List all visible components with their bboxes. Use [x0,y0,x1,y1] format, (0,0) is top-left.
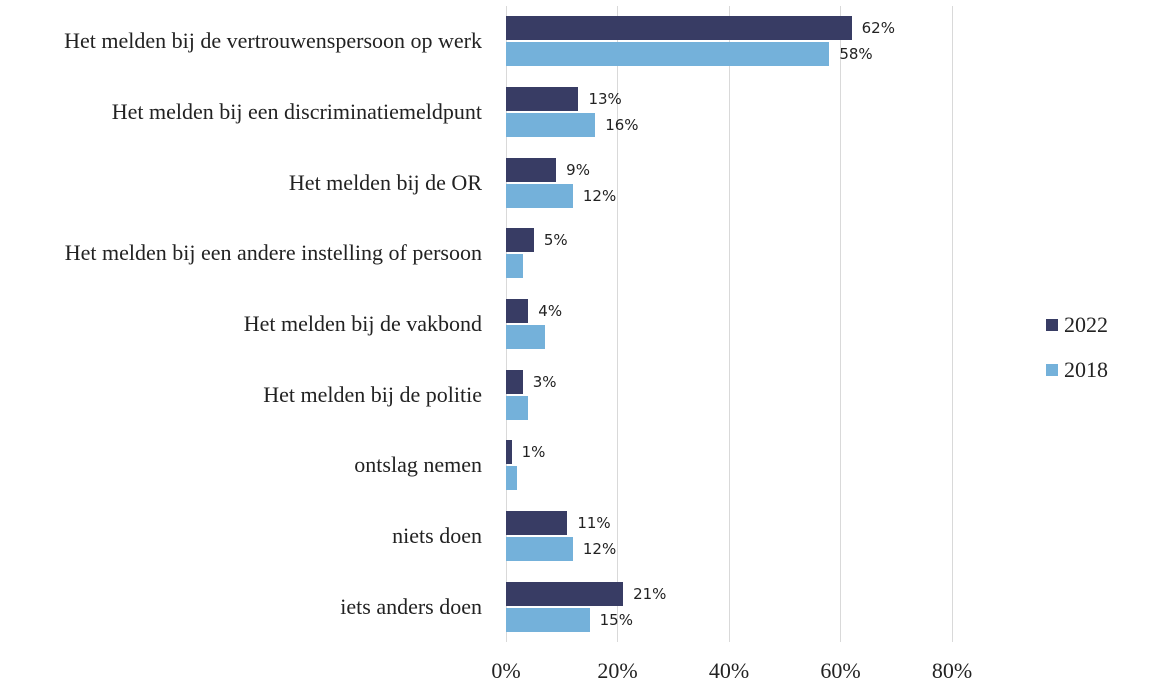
category-label: Het melden bij een andere instelling of … [64,240,482,266]
value-label: 12% [582,186,617,205]
x-tick-label: 40% [708,658,750,683]
grid-line [951,6,953,642]
category-label: Het melden bij de politie [263,381,482,407]
bar [506,607,590,632]
category-label: Het melden bij de vakbond [243,311,482,336]
bar [506,581,624,606]
value-label: 11% [577,514,611,532]
bar [506,16,852,41]
bar [506,42,830,67]
value-label: 13% [588,90,622,108]
value-label: 3% [532,372,557,391]
legend-swatch [1046,319,1058,331]
value-label: 15% [599,610,633,629]
bar [506,299,529,323]
legend-label: 2022 [1064,312,1108,337]
grid-line [617,6,618,642]
x-tick-label: 20% [597,658,638,683]
bar [506,466,518,491]
bar [506,183,573,208]
value-label: 1% [521,443,546,462]
value-label: 21% [633,584,667,603]
value-label: 4% [538,302,563,320]
value-label: 9% [566,160,590,179]
x-tick-label: 0% [491,658,521,683]
bar [506,537,573,561]
bar [506,440,512,465]
bar [506,87,579,111]
bar [506,511,568,535]
category-label: ontslag nemen [354,452,482,478]
grid-line [505,6,507,642]
legend-label: 2018 [1064,357,1108,382]
value-label: 58% [839,45,873,64]
bar [506,369,523,394]
grid-line [728,6,730,642]
bar [506,228,534,253]
category-label: Het melden bij een discriminatiemeldpunt [111,99,482,124]
value-label: 16% [605,116,639,134]
category-label: Het melden bij de vertrouwenspersoon op … [64,28,482,54]
grid-line [840,6,841,642]
category-label: Het melden bij de OR [288,169,482,195]
bar [506,157,557,182]
x-tick-label: 60% [820,658,861,683]
bar [506,325,546,349]
bar [506,113,596,137]
value-label: 12% [582,540,617,558]
x-tick-label: 80% [931,658,973,683]
category-label: iets anders doen [340,593,482,619]
value-label: 5% [543,231,568,250]
legend-swatch [1046,364,1058,376]
category-label: niets doen [392,523,482,548]
bar [506,254,523,279]
value-label: 62% [861,19,895,38]
bar [506,395,529,420]
